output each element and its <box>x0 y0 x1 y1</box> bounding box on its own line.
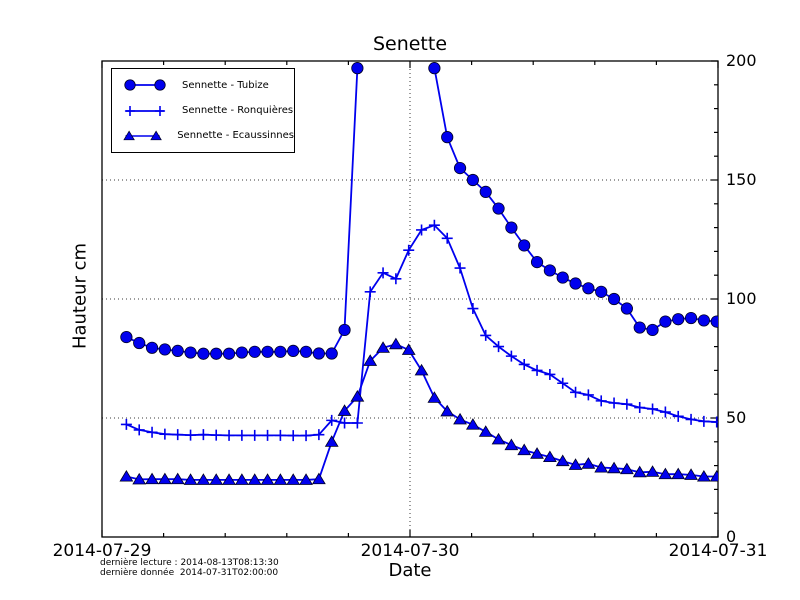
axis-ticks <box>101 60 719 538</box>
series-0 <box>120 62 718 360</box>
y-tick-label-0: 0 <box>726 527 737 546</box>
x-tick-label-0: 2014-07-29 <box>52 541 152 561</box>
gridlines <box>102 61 718 537</box>
y-tick-label-200: 200 <box>726 51 757 70</box>
series-1 <box>120 219 718 442</box>
legend-entry-ecaussinnes: Sennette - Ecaussinnes <box>121 127 294 145</box>
y-tick-label-50: 50 <box>726 408 747 427</box>
legend-label-tubize: Sennette - Tubize <box>182 79 269 91</box>
legend-label-ronquieres: Sennette - Ronquières <box>182 105 294 116</box>
y-tick-label-150: 150 <box>726 170 757 189</box>
footer-last-data: dernière donnée 2014-07-31T02:00:00 <box>100 568 279 578</box>
x-tick-label-2: 2014-07-31 <box>668 541 768 561</box>
legend-entry-ronquieres: Sennette - Ronquières <box>121 102 294 120</box>
legend-sample-triangle-icon <box>123 130 162 140</box>
legend-entry-tubize: Sennette - Tubize <box>121 76 294 94</box>
legend-label-ecaussinnes: Sennette - Ecaussinnes <box>177 130 294 142</box>
legend-sample-circle-icon <box>124 79 166 91</box>
series-2 <box>119 337 718 485</box>
footer-last-reading: dernière lecture : 2014-08-13T08:13:30 <box>100 558 279 568</box>
x-axis-label: Date <box>388 560 432 581</box>
y-axis-label: Hauteur cm <box>69 242 91 350</box>
legend-sample-plus-icon <box>124 105 166 116</box>
y-tick-label-100: 100 <box>726 289 757 308</box>
x-tick-label-1: 2014-07-30 <box>360 541 460 561</box>
legend: Sennette - Tubize Sennette - Ronquières … <box>111 68 295 153</box>
chart-title: Senette <box>372 33 448 55</box>
